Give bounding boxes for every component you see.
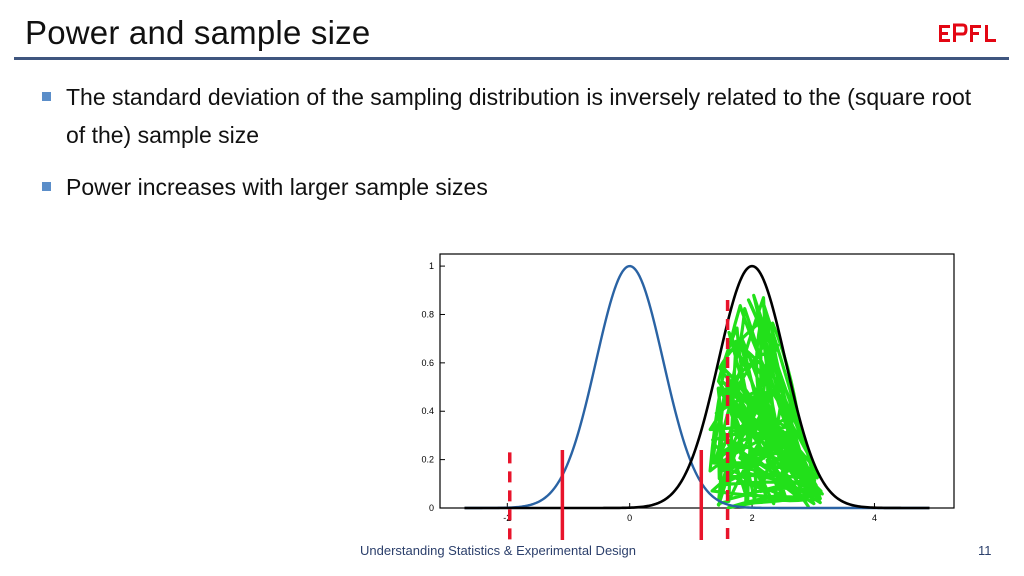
page-number: 11	[978, 543, 992, 558]
alternative-distribution-curve	[464, 264, 930, 510]
bullet-text: Power increases with larger sample sizes	[66, 174, 488, 200]
x-tick-label: -2	[503, 513, 511, 523]
null-distribution-curve	[464, 264, 930, 510]
bullet-item: The standard deviation of the sampling d…	[42, 78, 992, 154]
epfl-logo	[939, 23, 996, 42]
y-tick-label: 0.6	[421, 358, 434, 368]
y-tick-label: 0.4	[421, 406, 434, 416]
x-tick-label: 2	[750, 513, 755, 523]
bullet-text: The standard deviation of the sampling d…	[66, 84, 972, 148]
bullet-marker	[42, 92, 51, 101]
plot-frame	[439, 253, 955, 509]
title-rule	[14, 57, 1009, 60]
y-tick-label: 0.2	[421, 455, 434, 465]
y-tick-label: 1	[429, 261, 434, 271]
bullet-item: Power increases with larger sample sizes	[42, 168, 992, 206]
footer-text: Understanding Statistics & Experimental …	[360, 543, 637, 558]
bullet-marker	[42, 182, 51, 191]
y-tick-label: 0.8	[421, 309, 434, 319]
bullet-list: The standard deviation of the sampling d…	[42, 78, 992, 206]
x-tick-label: 4	[872, 513, 877, 523]
y-tick-label: 0	[429, 503, 434, 513]
power-region-scribble	[708, 293, 824, 510]
power-chart: 0 0.2 0.4 0.6 0.8 1 -2 0 2 4	[421, 253, 955, 540]
slide-title: Power and sample size	[25, 14, 371, 51]
x-tick-label: 0	[627, 513, 632, 523]
